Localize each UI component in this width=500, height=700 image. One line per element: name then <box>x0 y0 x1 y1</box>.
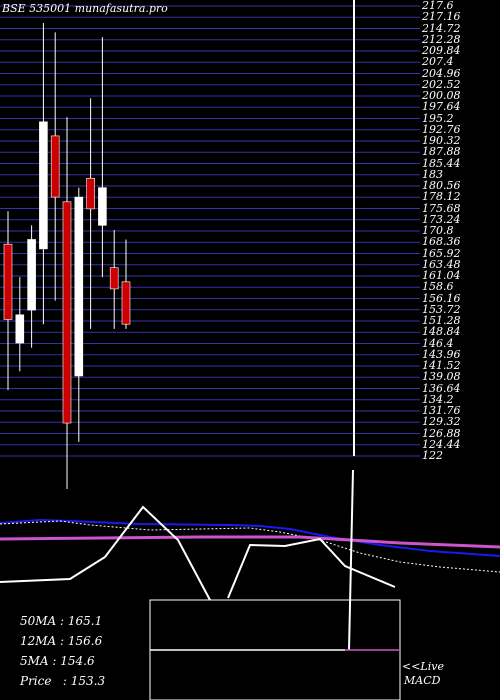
y-tick-label: 158.6 <box>422 280 454 294</box>
candle-body <box>86 177 95 210</box>
ma50-label: 50MA : 165.1 <box>20 614 103 628</box>
y-tick-label: 214.72 <box>422 21 461 35</box>
y-tick-label: 185.44 <box>422 156 461 170</box>
y-tick-label: 161.04 <box>422 269 461 282</box>
y-tick-label: 178.12 <box>422 190 461 204</box>
macd-line-right <box>227 537 396 599</box>
macd-label: MACD <box>404 674 441 687</box>
price-gridlines <box>0 0 420 457</box>
y-tick-label: 209.84 <box>422 44 461 57</box>
y-tick-label: 190.32 <box>422 134 461 147</box>
y-tick-label: 131.76 <box>422 404 461 417</box>
y-tick-label: 156.16 <box>422 291 461 305</box>
y-tick-label: 207.4 <box>422 55 454 69</box>
macd-spike <box>348 469 354 651</box>
y-tick-label: 126.88 <box>422 426 461 440</box>
y-tick-label: 153.72 <box>422 302 461 316</box>
candle <box>50 32 60 301</box>
y-tick-label: 187.88 <box>422 145 461 159</box>
ma-magenta-line <box>0 535 500 549</box>
candle-body <box>109 267 119 290</box>
y-tick-label: 141.52 <box>422 359 461 372</box>
price-label: Price : 153.3 <box>20 674 106 688</box>
candle <box>39 22 48 325</box>
y-tick-label: 165.92 <box>422 246 461 260</box>
y-tick-label: 180.56 <box>422 179 461 192</box>
y-tick-label: 197.64 <box>422 100 461 114</box>
candle-body <box>62 201 72 424</box>
y-tick-label: 204.96 <box>422 66 461 80</box>
y-tick-label: 175.68 <box>422 201 461 215</box>
y-tick-label: 163.48 <box>422 257 461 271</box>
ma-white-dotted-line <box>0 520 500 573</box>
y-tick-label: 217.16 <box>422 10 461 24</box>
y-tick-label: 217.6 <box>422 0 454 12</box>
candle <box>109 230 119 329</box>
y-tick-label: 183 <box>422 167 443 181</box>
y-tick-label: 124.44 <box>422 437 461 451</box>
y-tick-label: 136.64 <box>422 381 461 395</box>
ma12-label: 12MA : 156.6 <box>20 634 103 648</box>
y-tick-label: 202.52 <box>422 77 461 91</box>
candle-body <box>27 239 36 311</box>
candle <box>3 211 13 391</box>
ma5-label: 5MA : 154.6 <box>20 654 95 668</box>
candlestick-series <box>3 22 131 489</box>
y-tick-label: 148.84 <box>422 325 461 339</box>
y-tick-label: 143.96 <box>422 347 461 361</box>
y-tick-label: 212.28 <box>422 32 461 46</box>
candle-body <box>98 187 107 226</box>
candle-body <box>3 243 13 320</box>
y-tick-label: 168.36 <box>422 235 461 249</box>
candle-body <box>39 121 48 250</box>
candle-body <box>74 196 84 377</box>
candle <box>15 277 25 372</box>
y-tick-label: 122 <box>422 449 443 462</box>
y-tick-label: 173.24 <box>422 212 461 226</box>
candle <box>27 225 36 348</box>
y-tick-label: 146.4 <box>422 336 454 350</box>
y-tick-label: 139.08 <box>422 370 461 384</box>
y-tick-label: 129.32 <box>422 415 461 429</box>
y-tick-label: 192.76 <box>422 122 461 136</box>
y-tick-label: 134.2 <box>422 392 454 406</box>
candle <box>121 239 131 329</box>
candle-body <box>121 281 131 325</box>
chart-title: BSE 535001 munafasutra.pro <box>2 2 168 15</box>
candle <box>98 37 107 278</box>
candle <box>86 98 95 329</box>
live-label: <<Live <box>402 660 444 673</box>
y-tick-label: 195.2 <box>422 111 454 125</box>
lower-indicator-panel <box>0 469 500 700</box>
macd-line-left <box>0 505 211 601</box>
candle-body <box>15 314 25 344</box>
candle <box>74 187 84 442</box>
y-tick-label: 200.08 <box>422 89 461 102</box>
y-tick-label: 170.8 <box>422 224 454 237</box>
y-tick-label: 151.28 <box>422 314 461 327</box>
candle-body <box>50 135 60 198</box>
candle <box>62 117 72 489</box>
